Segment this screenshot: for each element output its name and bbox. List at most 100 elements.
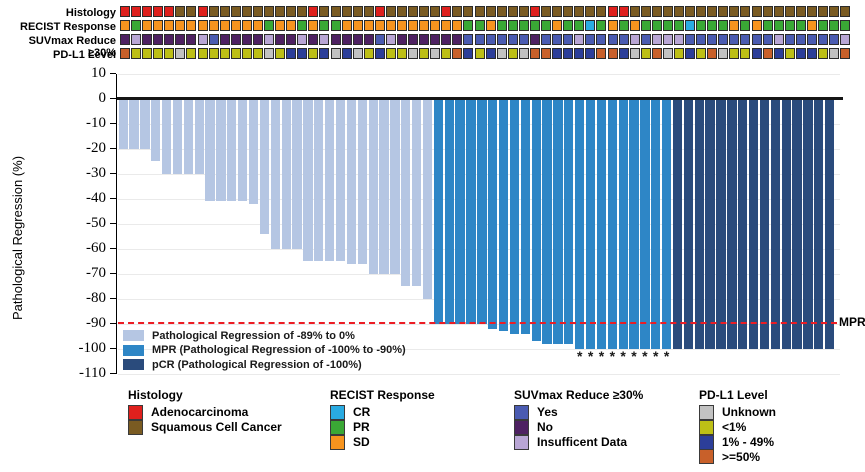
track-cell <box>397 20 407 31</box>
track-cell <box>585 34 596 45</box>
track-label-pdl1: PD-L1 Level <box>53 49 116 61</box>
track-cell <box>363 6 374 17</box>
track-cell <box>585 6 596 17</box>
bar <box>118 98 128 149</box>
track-cell <box>363 48 374 59</box>
bar <box>161 98 172 174</box>
bar <box>520 98 530 334</box>
bar <box>694 98 704 349</box>
track-cell <box>707 48 718 59</box>
track-cell <box>452 48 463 59</box>
track-cell <box>640 6 651 17</box>
track-cell <box>640 34 651 45</box>
bar <box>248 98 259 204</box>
track-cell <box>385 34 396 45</box>
track-cell <box>496 48 507 59</box>
bar <box>803 98 813 349</box>
bar <box>705 98 715 349</box>
track-cell <box>286 6 297 17</box>
track-cell <box>297 48 308 59</box>
bar <box>564 98 574 344</box>
bar <box>205 98 215 201</box>
track-cell <box>142 6 153 17</box>
bar <box>629 98 639 349</box>
track-cell <box>397 48 407 59</box>
track-cell <box>729 20 740 31</box>
legend-swatch <box>699 404 714 420</box>
track-cell <box>773 48 784 59</box>
bar <box>455 98 465 324</box>
bar <box>292 98 302 249</box>
track-cell <box>806 6 817 17</box>
legend-swatch-pcr <box>123 359 144 370</box>
tick-label: -70 <box>86 265 106 281</box>
track-cell <box>529 20 540 31</box>
legend-item-label: No <box>537 420 553 435</box>
track-cell <box>696 48 707 59</box>
bar <box>488 98 498 329</box>
track-cell <box>330 20 341 31</box>
tick-mark <box>109 322 116 325</box>
track-cell <box>286 34 297 45</box>
track-cell <box>718 6 729 17</box>
track-cell <box>452 6 463 17</box>
track-cell <box>463 20 474 31</box>
tick-label: -10 <box>86 115 106 131</box>
asterisk-marker: * <box>642 348 648 364</box>
track-cell <box>773 6 784 17</box>
track-cell <box>518 6 529 17</box>
track-cell <box>153 6 164 17</box>
track-cell <box>275 20 286 31</box>
track-cell <box>308 48 319 59</box>
track-cell <box>241 34 252 45</box>
bar <box>444 98 454 324</box>
tick-mark <box>109 297 116 300</box>
tick-mark <box>109 247 116 250</box>
legend-item: CR <box>330 404 435 420</box>
tick-mark <box>109 97 116 100</box>
bar <box>303 98 313 261</box>
bar <box>335 98 346 261</box>
track-cell <box>662 6 673 17</box>
legend-group: PD-L1 Level Unknown <1% 1% - 49% >=50% <box>699 388 776 465</box>
bar <box>270 98 280 249</box>
legend-item-label: Unknown <box>722 405 776 420</box>
tick-mark <box>109 122 116 125</box>
track-cell <box>485 34 496 45</box>
track-cell <box>840 34 851 45</box>
legend-swatch-mpr <box>123 344 144 356</box>
track-cell <box>120 20 130 31</box>
track-cell <box>507 34 518 45</box>
track-cell <box>696 34 707 45</box>
track-cell <box>507 6 518 17</box>
track-cell <box>651 6 662 17</box>
track-cell <box>374 34 385 45</box>
bar <box>738 98 748 349</box>
track-cell <box>662 20 673 31</box>
track-cell <box>795 6 806 17</box>
track-cell <box>541 48 552 59</box>
track-cell <box>795 34 806 45</box>
bar <box>390 98 400 274</box>
track-label-histology: Histology <box>65 7 116 19</box>
bar <box>411 98 422 286</box>
track-cell <box>541 6 552 17</box>
bar <box>379 98 389 274</box>
zero-baseline <box>117 97 843 100</box>
track-cell <box>607 6 618 17</box>
track-cell <box>651 48 662 59</box>
track-cell <box>153 20 164 31</box>
track-cell <box>740 34 751 45</box>
track-cell <box>142 48 153 59</box>
track-cell <box>751 48 762 59</box>
track-cell <box>651 20 662 31</box>
track-cell <box>740 6 751 17</box>
tick-label: -90 <box>86 315 106 331</box>
track-cell <box>230 48 241 59</box>
bar <box>281 98 291 249</box>
track-cell <box>308 34 319 45</box>
track-cell <box>175 20 186 31</box>
track-cell <box>197 34 208 45</box>
track-cell <box>707 6 718 17</box>
